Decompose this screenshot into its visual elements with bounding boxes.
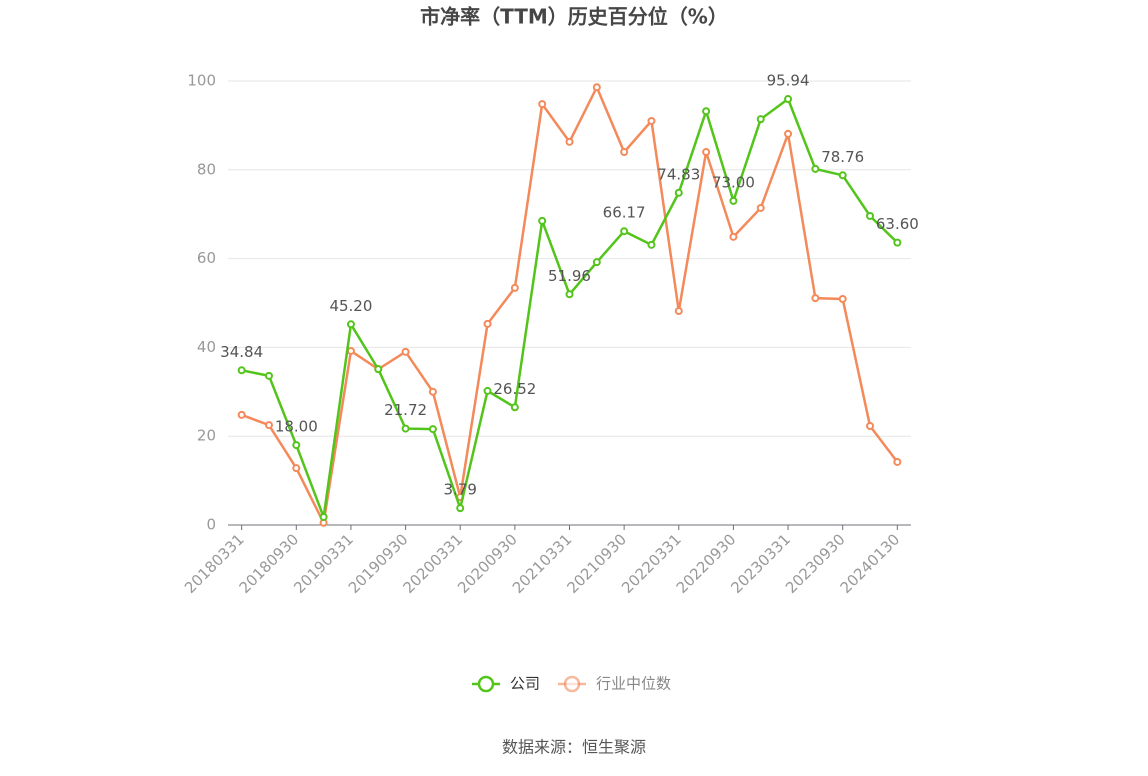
y-tick-label: 60 [197,249,216,267]
data-label: 78.76 [821,148,864,166]
data-label: 45.20 [329,297,372,315]
point [346,346,355,355]
y-tick-label: 0 [206,516,216,534]
data-label: 95.94 [767,72,810,90]
point [647,116,656,125]
point [838,295,847,304]
point [237,410,246,419]
point [866,211,875,220]
point [319,513,328,522]
point [483,319,492,328]
point [811,164,820,173]
point [838,171,847,180]
point [264,371,273,380]
point [401,347,410,356]
data-label: 74.83 [657,165,700,183]
point [456,504,465,513]
point [510,403,519,412]
point [401,424,410,433]
data-label: 18.00 [275,418,318,436]
legend-label: 行业中位数 [596,675,671,693]
legend-label: 公司 [510,675,540,693]
point [620,148,629,157]
data-label: 34.84 [220,343,263,361]
point [702,107,711,116]
point [292,441,301,450]
point [538,216,547,225]
point [538,100,547,109]
point [565,290,574,299]
point [592,258,601,267]
x-tick-label: 20240130 [837,530,904,597]
point [237,366,246,375]
y-tick-label: 80 [197,160,216,178]
point [674,188,683,197]
data-label: 63.60 [876,215,919,233]
point [784,129,793,138]
source: 数据来源：恒生聚源 [502,738,646,757]
point [866,421,875,430]
point [483,386,492,395]
point [428,387,437,396]
point [674,306,683,315]
point [292,464,301,473]
point [620,227,629,236]
point [510,283,519,292]
point [729,196,738,205]
point [756,115,765,124]
point [784,95,793,104]
data-label: 3.79 [444,481,477,499]
point [428,425,437,434]
legend-marker [477,675,495,693]
point [702,148,711,157]
y-tick-label: 20 [197,427,216,445]
point [893,457,902,466]
data-label: 73.00 [712,173,755,191]
point [592,83,601,92]
data-label: 66.17 [603,204,646,222]
legend-marker [563,675,581,693]
data-label: 26.52 [493,380,536,398]
data-label: 51.96 [548,267,591,285]
y-tick-label: 100 [187,72,216,90]
point [374,365,383,374]
y-tick-label: 40 [197,338,216,356]
point [729,232,738,241]
point [811,294,820,303]
point [647,240,656,249]
point [565,137,574,146]
point [893,238,902,247]
data-label: 21.72 [384,401,427,419]
chart-title: 市净率（TTM）历史百分位（%） [420,5,728,29]
point [264,421,273,430]
point [346,320,355,329]
point [756,203,765,212]
